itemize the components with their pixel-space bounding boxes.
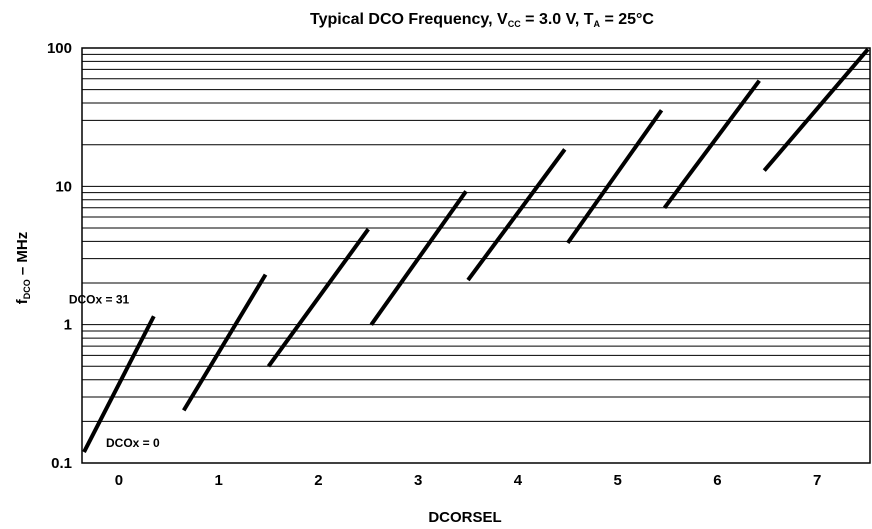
dcorsel-series-line: [762, 47, 870, 172]
x-tick-label: 0: [115, 472, 123, 489]
x-axis-label: DCORSEL: [428, 509, 501, 526]
x-tick-label: 2: [314, 472, 322, 489]
y-tick-label: 1: [64, 317, 72, 334]
dcorsel-series-line: [662, 79, 761, 209]
dcorsel-series-line: [82, 315, 156, 453]
annotation-dcox-0: DCOx = 0: [106, 436, 160, 450]
chart-title: Typical DCO Frequency, VCC = 3.0 V, TA =…: [310, 11, 654, 29]
x-tick-label: 7: [813, 472, 821, 489]
plot-frame: [81, 47, 871, 464]
y-tick-label: 10: [55, 178, 72, 195]
dcorsel-series-line: [182, 273, 268, 412]
x-tick-label: 5: [613, 472, 621, 489]
gridlines: [82, 53, 870, 422]
dcorsel-series-line: [266, 228, 370, 368]
x-axis-ticks: 0 1 2 3 4 5 6 7: [115, 472, 822, 489]
y-axis-label: fDCO – MHz: [14, 232, 32, 305]
series-lines: [82, 47, 870, 453]
y-tick-label: 100: [47, 40, 72, 57]
dcorsel-series-line: [566, 109, 664, 245]
x-tick-label: 3: [414, 472, 422, 489]
x-tick-label: 1: [214, 472, 222, 489]
annotation-dcox-31: DCOx = 31: [69, 292, 130, 306]
x-tick-label: 6: [713, 472, 721, 489]
y-tick-label: 0.1: [51, 455, 72, 472]
dcorsel-series-line: [466, 148, 567, 282]
dcorsel-series-line: [369, 190, 468, 326]
y-axis-ticks: 0.1 1 10 100: [47, 40, 72, 472]
x-tick-label: 4: [514, 472, 523, 489]
